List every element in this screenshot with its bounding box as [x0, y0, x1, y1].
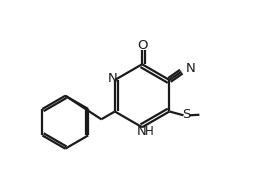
Text: N: N: [137, 125, 147, 138]
Text: N: N: [186, 62, 195, 75]
Text: S: S: [182, 108, 191, 121]
Text: H: H: [145, 125, 154, 138]
Text: O: O: [137, 39, 147, 52]
Text: N: N: [108, 73, 118, 86]
